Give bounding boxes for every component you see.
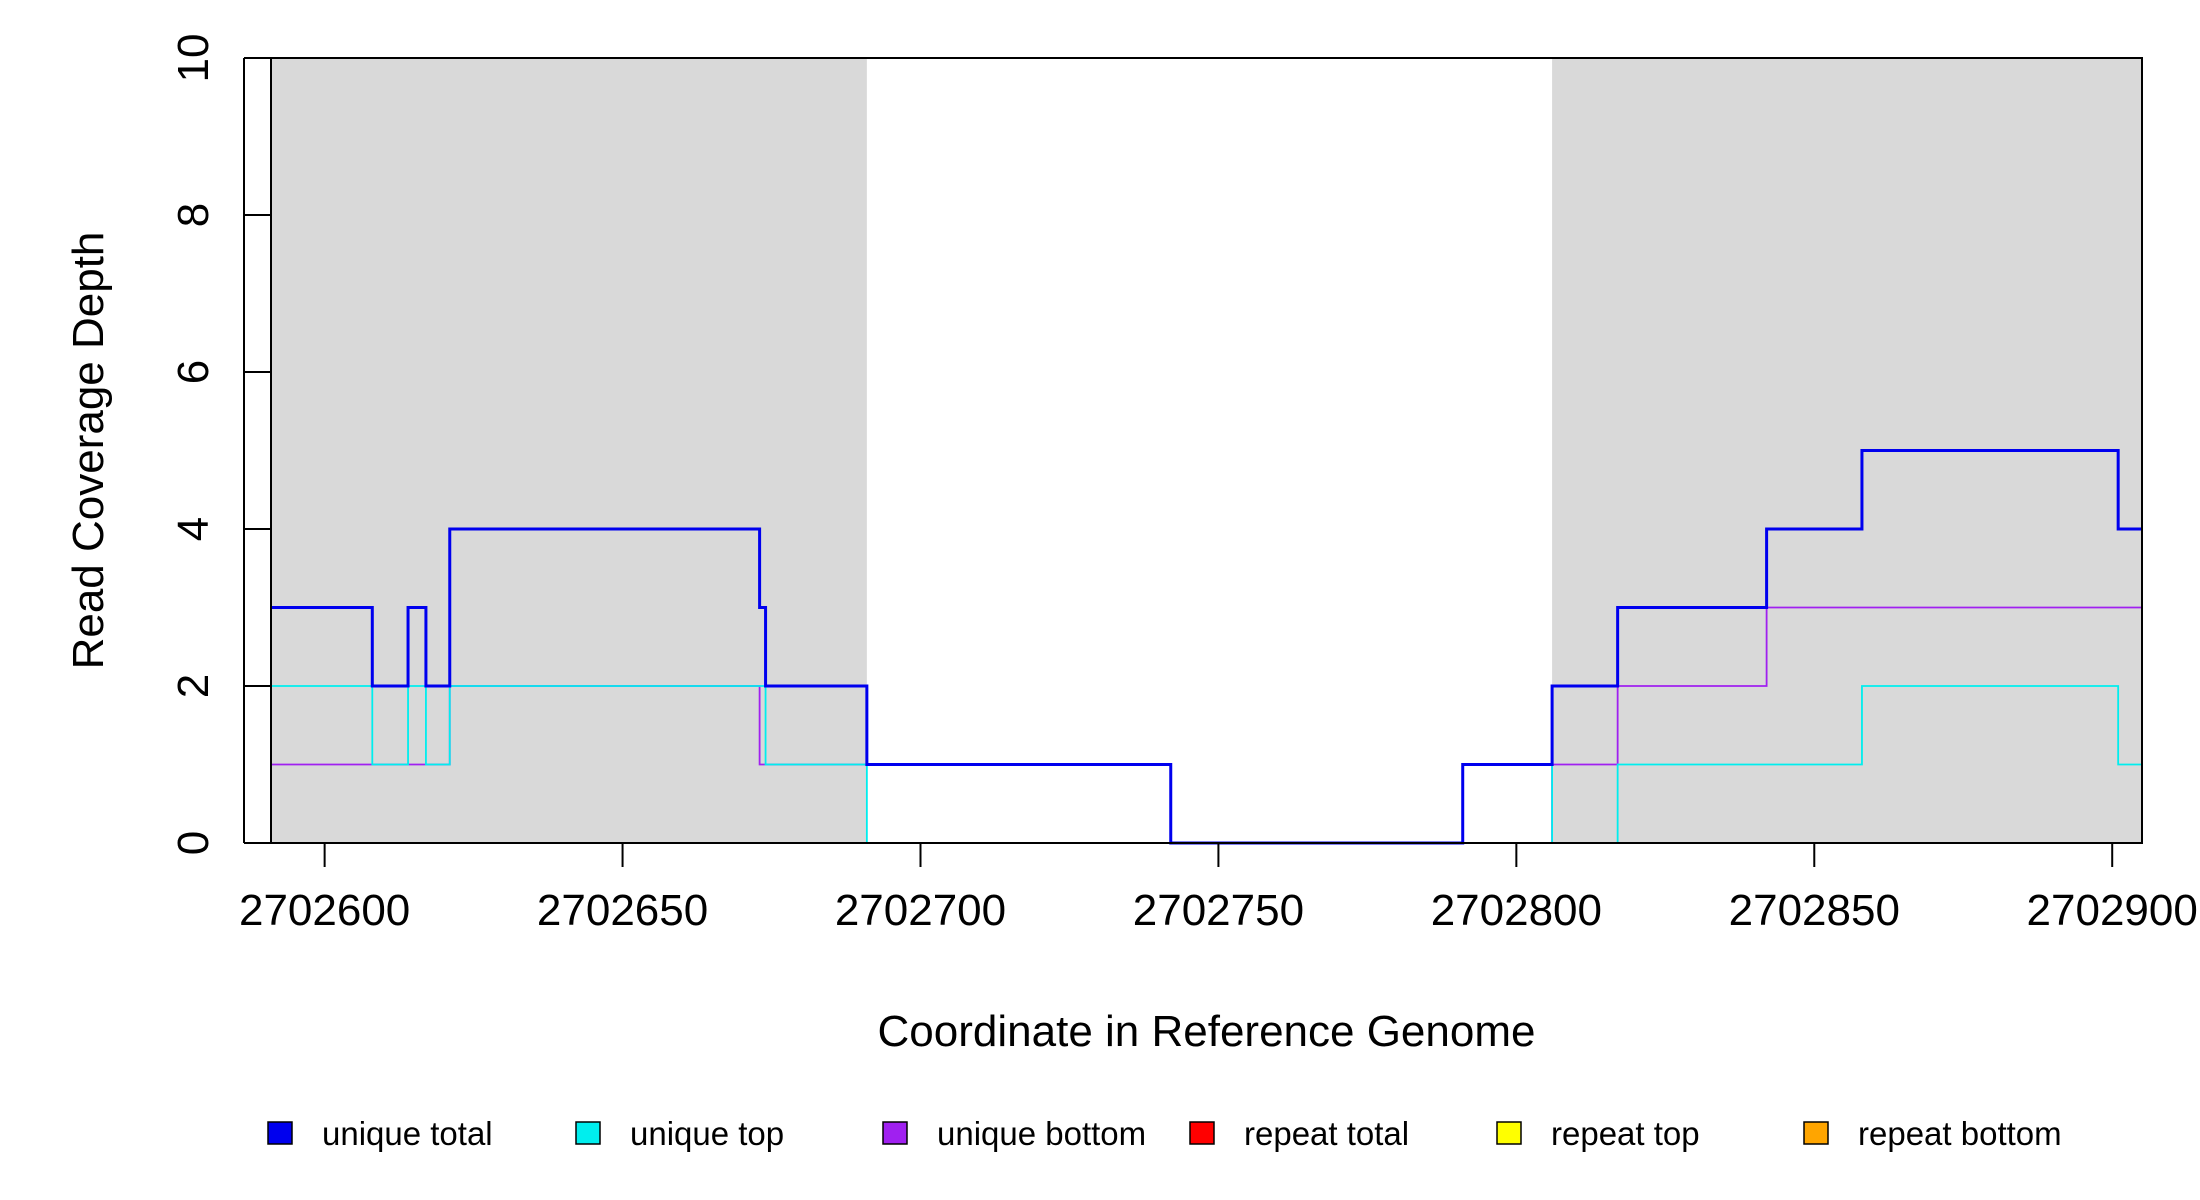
y-axis-title: Read Coverage Depth — [64, 232, 113, 670]
x-tick-label: 2702600 — [239, 886, 410, 935]
x-tick-label: 2702650 — [537, 886, 708, 935]
x-tick-label: 2702900 — [2027, 886, 2198, 935]
x-axis-title: Coordinate in Reference Genome — [878, 1007, 1536, 1056]
y-tick-label: 8 — [169, 203, 218, 227]
x-axis: 2702600 2702650 2702700 2702750 2702800 27028… — [239, 843, 2198, 935]
y-tick-label: 4 — [169, 517, 218, 541]
legend-label-repeat-top: repeat top — [1551, 1115, 1700, 1152]
y-tick-label: 2 — [169, 674, 218, 698]
y-tick-label: 6 — [169, 360, 218, 384]
legend-label-unique-top: unique top — [630, 1115, 784, 1152]
x-tick-label: 2702850 — [1729, 886, 1900, 935]
x-tick-label: 2702700 — [835, 886, 1006, 935]
y-axis: 0 2 4 6 8 10 — [169, 34, 271, 855]
legend-swatch-unique-bottom — [882, 1121, 908, 1145]
legend-swatch-unique-total — [267, 1121, 293, 1145]
legend-label-unique-total: unique total — [322, 1115, 493, 1152]
series-line-unique-top — [271, 685, 2142, 844]
shaded-region-1 — [271, 58, 867, 843]
legend: unique total unique top unique bottom repea… — [267, 1115, 2062, 1152]
legend-swatch-repeat-top — [1496, 1121, 1522, 1145]
legend-label-repeat-total: repeat total — [1244, 1115, 1409, 1152]
legend-label-repeat-bottom: repeat bottom — [1858, 1115, 2062, 1152]
y-tick-label: 10 — [169, 34, 218, 83]
legend-swatch-repeat-bottom — [1803, 1121, 1829, 1145]
legend-label-unique-bottom: unique bottom — [937, 1115, 1146, 1152]
y-tick-label: 0 — [169, 831, 218, 855]
series-line-unique-total — [271, 449, 2142, 845]
legend-swatch-repeat-total — [1189, 1121, 1215, 1145]
plot-frame — [270, 57, 2143, 844]
x-tick-label: 2702800 — [1431, 886, 1602, 935]
legend-swatch-unique-top — [575, 1121, 601, 1145]
x-tick-label: 2702750 — [1133, 886, 1304, 935]
